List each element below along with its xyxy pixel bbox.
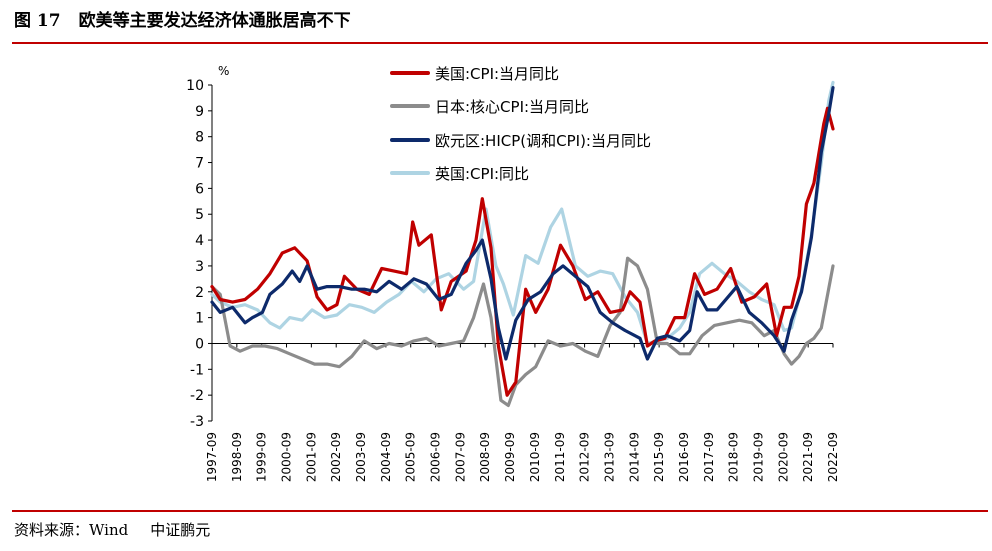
footer: 资料来源：Wind 中证鹏元 xyxy=(14,519,210,540)
x-tick-label: 2016-09 xyxy=(677,432,691,482)
y-tick-label: 2 xyxy=(195,285,204,301)
y-tick-label: 5 xyxy=(195,207,204,223)
legend-label: 日本:核心CPI:当月同比 xyxy=(435,98,589,116)
x-tick-label: 2020-09 xyxy=(776,432,790,482)
series-layer xyxy=(210,80,835,408)
series-line-1 xyxy=(210,256,835,408)
y-tick-label: 7 xyxy=(195,156,204,172)
x-tick-label: 2008-09 xyxy=(478,432,492,482)
figure-header: 图 17 欧美等主要发达经济体通胀居高不下 xyxy=(14,6,351,36)
x-tick-label: 2001-09 xyxy=(304,432,318,482)
y-tick-label: 10 xyxy=(186,78,204,94)
x-tick-label: 2009-09 xyxy=(503,432,517,482)
legend-label: 英国:CPI:同比 xyxy=(435,165,529,183)
header-rule xyxy=(12,42,988,44)
y-tick-label: 9 xyxy=(195,104,204,120)
y-tick-label: -1 xyxy=(190,362,204,378)
series-line-0 xyxy=(210,106,835,397)
x-tick-label: 2019-09 xyxy=(751,432,765,482)
x-tick-label: 2011-09 xyxy=(553,432,567,482)
legend-label: 欧元区:HICP(调和CPI):当月同比 xyxy=(435,132,651,150)
legend-label: 美国:CPI:当月同比 xyxy=(435,65,559,83)
y-tick-label: -2 xyxy=(190,388,204,404)
x-tick-label: 2015-09 xyxy=(652,432,666,482)
x-tick-label: 2005-09 xyxy=(404,432,418,482)
x-tick-label: 2021-09 xyxy=(801,432,815,482)
x-tick-label: 1998-09 xyxy=(230,432,244,482)
series-line-2 xyxy=(210,86,835,361)
x-tick-label: 1997-09 xyxy=(205,432,219,482)
source-note: 资料来源：Wind xyxy=(14,521,129,539)
figure-title: 欧美等主要发达经济体通胀居高不下 xyxy=(78,11,351,31)
x-tick-label: 2000-09 xyxy=(280,432,294,482)
footer-rule xyxy=(12,510,988,512)
y-tick-label: 8 xyxy=(195,130,204,146)
legend: 美国:CPI:当月同比日本:核心CPI:当月同比欧元区:HICP(调和CPI):… xyxy=(390,65,651,183)
y-tick-label: 1 xyxy=(195,311,204,327)
y-tick-label: 0 xyxy=(195,336,204,352)
y-tick-label: 4 xyxy=(195,233,204,249)
x-tick-label: 1999-09 xyxy=(255,432,269,482)
y-tick-label: 6 xyxy=(195,181,204,197)
figure-number: 图 17 xyxy=(14,11,61,31)
series-line-3 xyxy=(210,80,835,346)
x-tick-label: 2002-09 xyxy=(329,432,343,482)
y-tick-label: 3 xyxy=(195,259,204,275)
org-name: 中证鹏元 xyxy=(150,521,211,539)
x-tick-label: 2013-09 xyxy=(602,432,616,482)
x-tick-label: 2004-09 xyxy=(379,432,393,482)
x-tick-label: 2012-09 xyxy=(578,432,592,482)
x-tick-label: 2018-09 xyxy=(727,432,741,482)
x-axis: 1997-09 1998-09 1999-09 2000-09 2001-09 2002-… xyxy=(205,342,840,482)
y-tick-label: -3 xyxy=(190,414,204,430)
y-unit-label: % xyxy=(218,64,229,78)
x-tick-label: 2003-09 xyxy=(354,432,368,482)
x-tick-label: 2017-09 xyxy=(702,432,716,482)
x-tick-label: 2014-09 xyxy=(627,432,641,482)
x-tick-label: 2010-09 xyxy=(528,432,542,482)
x-tick-label: 2007-09 xyxy=(453,432,467,482)
x-tick-label: 2022-09 xyxy=(826,432,840,482)
x-tick-label: 2006-09 xyxy=(429,432,443,482)
